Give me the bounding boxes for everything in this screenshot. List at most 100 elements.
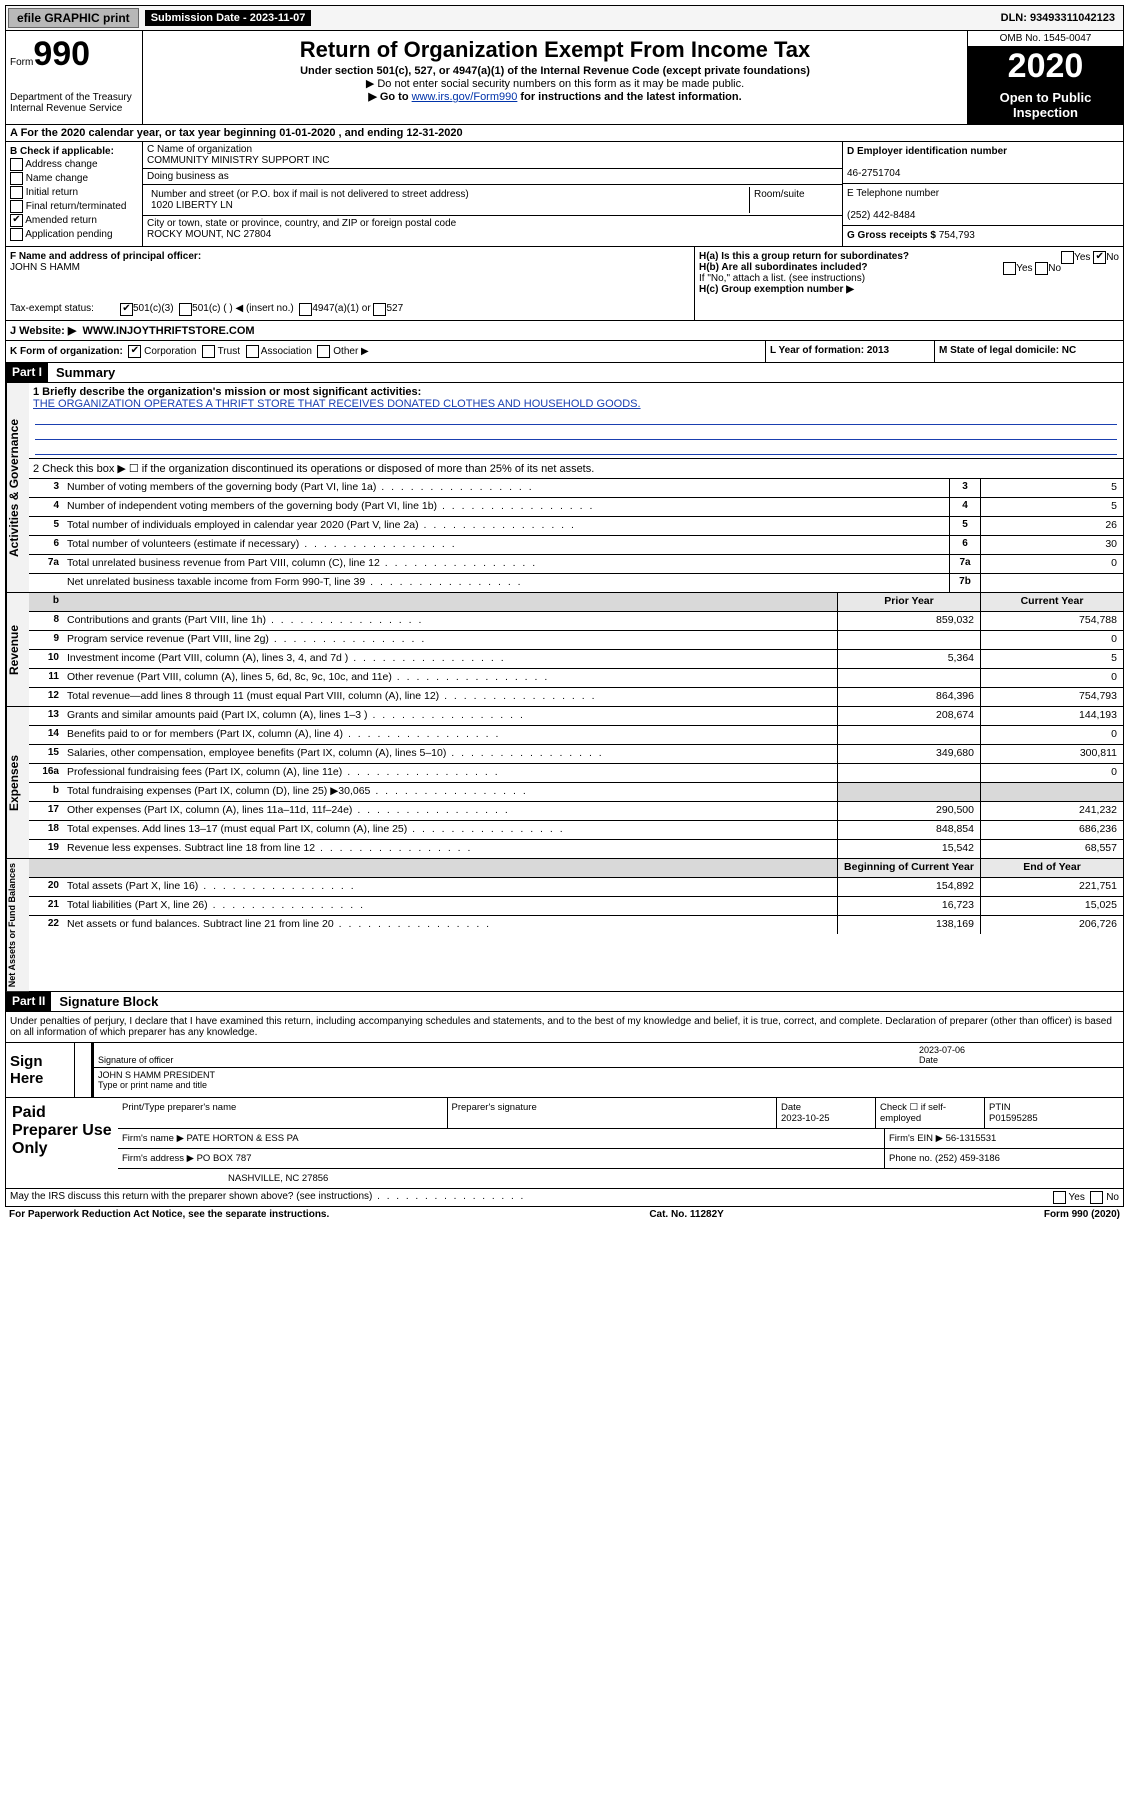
prior-year-val	[837, 783, 980, 801]
row-num: 13	[29, 707, 63, 725]
chk-app-pending[interactable]: Application pending	[10, 228, 138, 241]
k-l-m-row: K Form of organization: ✔ Corporation Tr…	[5, 341, 1124, 363]
row-desc: Benefits paid to or for members (Part IX…	[63, 726, 837, 744]
chk-501c3[interactable]: ✔	[120, 303, 133, 316]
netassets-section: Net Assets or Fund Balances Beginning of…	[5, 859, 1124, 992]
current-year-val	[980, 783, 1123, 801]
chk-4947[interactable]	[299, 303, 312, 316]
instructions-link[interactable]: www.irs.gov/Form990	[412, 91, 518, 103]
discuss-no[interactable]	[1090, 1191, 1103, 1204]
f-lbl: F Name and address of principal officer:	[10, 251, 201, 262]
l-year: L Year of formation: 2013	[766, 341, 935, 362]
submission-date: Submission Date - 2023-11-07	[145, 10, 312, 26]
firm-address: Firm's address ▶ PO BOX 787	[118, 1149, 885, 1168]
row-id: 7a	[949, 555, 980, 573]
chk-address-change[interactable]: Address change	[10, 158, 138, 171]
row-desc: Total revenue—add lines 8 through 11 (mu…	[63, 688, 837, 706]
ha-no[interactable]: ✔	[1093, 251, 1106, 264]
row-desc: Total number of volunteers (estimate if …	[63, 536, 949, 554]
prior-year-val: 5,364	[837, 650, 980, 668]
row-desc: Program service revenue (Part VIII, line…	[63, 631, 837, 649]
current-year-val: 0	[980, 764, 1123, 782]
current-year-val: 68,557	[980, 840, 1123, 858]
end-year-hdr: End of Year	[980, 859, 1123, 877]
chk-other[interactable]	[317, 345, 330, 358]
row-desc: Total liabilities (Part X, line 26)	[63, 897, 837, 915]
row-id: 5	[949, 517, 980, 535]
expenses-section: Expenses 13Grants and similar amounts pa…	[5, 707, 1124, 859]
prep-sig-lbl: Preparer's signature	[448, 1098, 778, 1128]
chk-name-change[interactable]: Name change	[10, 172, 138, 185]
row-value: 5	[980, 498, 1123, 516]
chk-527[interactable]	[373, 303, 386, 316]
goto-post: for instructions and the latest informat…	[517, 91, 741, 103]
ha-lbl: H(a) Is this a group return for subordin…	[699, 251, 909, 262]
room-lbl: Room/suite	[750, 187, 838, 213]
row-num: 16a	[29, 764, 63, 782]
row-desc: Total expenses. Add lines 13–17 (must eq…	[63, 821, 837, 839]
row-desc: Other revenue (Part VIII, column (A), li…	[63, 669, 837, 687]
prep-name-lbl: Print/Type preparer's name	[118, 1098, 448, 1128]
firm-name: Firm's name ▶ PATE HORTON & ESS PA	[118, 1129, 885, 1148]
chk-501c[interactable]	[179, 303, 192, 316]
website-lbl: J Website: ▶	[10, 325, 76, 337]
m-state: M State of legal domicile: NC	[935, 341, 1123, 362]
table-row: 5Total number of individuals employed in…	[29, 517, 1123, 536]
discuss-yes[interactable]	[1053, 1191, 1066, 1204]
chk-amended-return[interactable]: ✔ Amended return	[10, 214, 138, 227]
chk-trust[interactable]	[202, 345, 215, 358]
dba-lbl: Doing business as	[147, 171, 229, 182]
row-desc: Net unrelated business taxable income fr…	[63, 574, 949, 592]
prior-year-val	[837, 631, 980, 649]
hc-lbl: H(c) Group exemption number ▶	[699, 284, 854, 295]
current-year-val: 300,811	[980, 745, 1123, 763]
col-d: D Employer identification number 46-2751…	[843, 142, 1123, 246]
row-num: 4	[29, 498, 63, 516]
part-i-header: Part I Summary	[5, 363, 1124, 383]
row-desc: Investment income (Part VIII, column (A)…	[63, 650, 837, 668]
efile-button[interactable]: efile GRAPHIC print	[8, 8, 139, 28]
table-row: 18Total expenses. Add lines 13–17 (must …	[29, 821, 1123, 840]
table-row: bTotal fundraising expenses (Part IX, co…	[29, 783, 1123, 802]
firm-city: NASHVILLE, NC 27856	[118, 1169, 1123, 1188]
hb-no[interactable]	[1035, 262, 1048, 275]
chk-corp[interactable]: ✔	[128, 345, 141, 358]
revenue-section: Revenue b Prior Year Current Year 8Contr…	[5, 593, 1124, 707]
sign-here-lbl: Sign Here	[6, 1043, 75, 1097]
table-row: 11Other revenue (Part VIII, column (A), …	[29, 669, 1123, 688]
prep-self-emp[interactable]: Check ☐ if self-employed	[876, 1098, 985, 1128]
side-expenses: Expenses	[6, 707, 29, 858]
current-year-val: 686,236	[980, 821, 1123, 839]
chk-initial-return[interactable]: Initial return	[10, 186, 138, 199]
governance-section: Activities & Governance 1 Briefly descri…	[5, 383, 1124, 593]
ein: 46-2751704	[847, 168, 900, 179]
part-ii-header: Part II Signature Block	[5, 992, 1124, 1012]
current-year-val: 754,793	[980, 688, 1123, 706]
table-row: 22Net assets or fund balances. Subtract …	[29, 916, 1123, 934]
current-year-val: 221,751	[980, 878, 1123, 896]
hb-yes[interactable]	[1003, 262, 1016, 275]
top-bar: efile GRAPHIC print Submission Date - 20…	[5, 5, 1124, 31]
col-b-checkboxes: B Check if applicable: Address change Na…	[6, 142, 143, 246]
form-990-footer: Form 990 (2020)	[1044, 1209, 1120, 1220]
row-desc: Number of voting members of the governin…	[63, 479, 949, 497]
row-desc: Grants and similar amounts paid (Part IX…	[63, 707, 837, 725]
ha-yes[interactable]	[1061, 251, 1074, 264]
chk-assoc[interactable]	[246, 345, 259, 358]
cat-no: Cat. No. 11282Y	[649, 1209, 723, 1220]
side-revenue: Revenue	[6, 593, 29, 706]
sign-here-block: Sign Here Signature of officer 2023-07-0…	[5, 1043, 1124, 1098]
header-mid: Return of Organization Exempt From Incom…	[143, 31, 968, 124]
begin-year-hdr: Beginning of Current Year	[837, 859, 980, 877]
firm-phone: Phone no. (252) 459-3186	[885, 1149, 1123, 1168]
website-url[interactable]: WWW.INJOYTHRIFTSTORE.COM	[82, 325, 254, 337]
table-row: 21Total liabilities (Part X, line 26)16,…	[29, 897, 1123, 916]
chk-final-return[interactable]: Final return/terminated	[10, 200, 138, 213]
sig-date: 2023-07-06	[919, 1045, 965, 1055]
mission-text: THE ORGANIZATION OPERATES A THRIFT STORE…	[33, 398, 641, 410]
row-desc: Professional fundraising fees (Part IX, …	[63, 764, 837, 782]
row-num: 6	[29, 536, 63, 554]
table-row: 19Revenue less expenses. Subtract line 1…	[29, 840, 1123, 858]
table-row: 7aTotal unrelated business revenue from …	[29, 555, 1123, 574]
tax-year: 2020	[968, 47, 1123, 86]
